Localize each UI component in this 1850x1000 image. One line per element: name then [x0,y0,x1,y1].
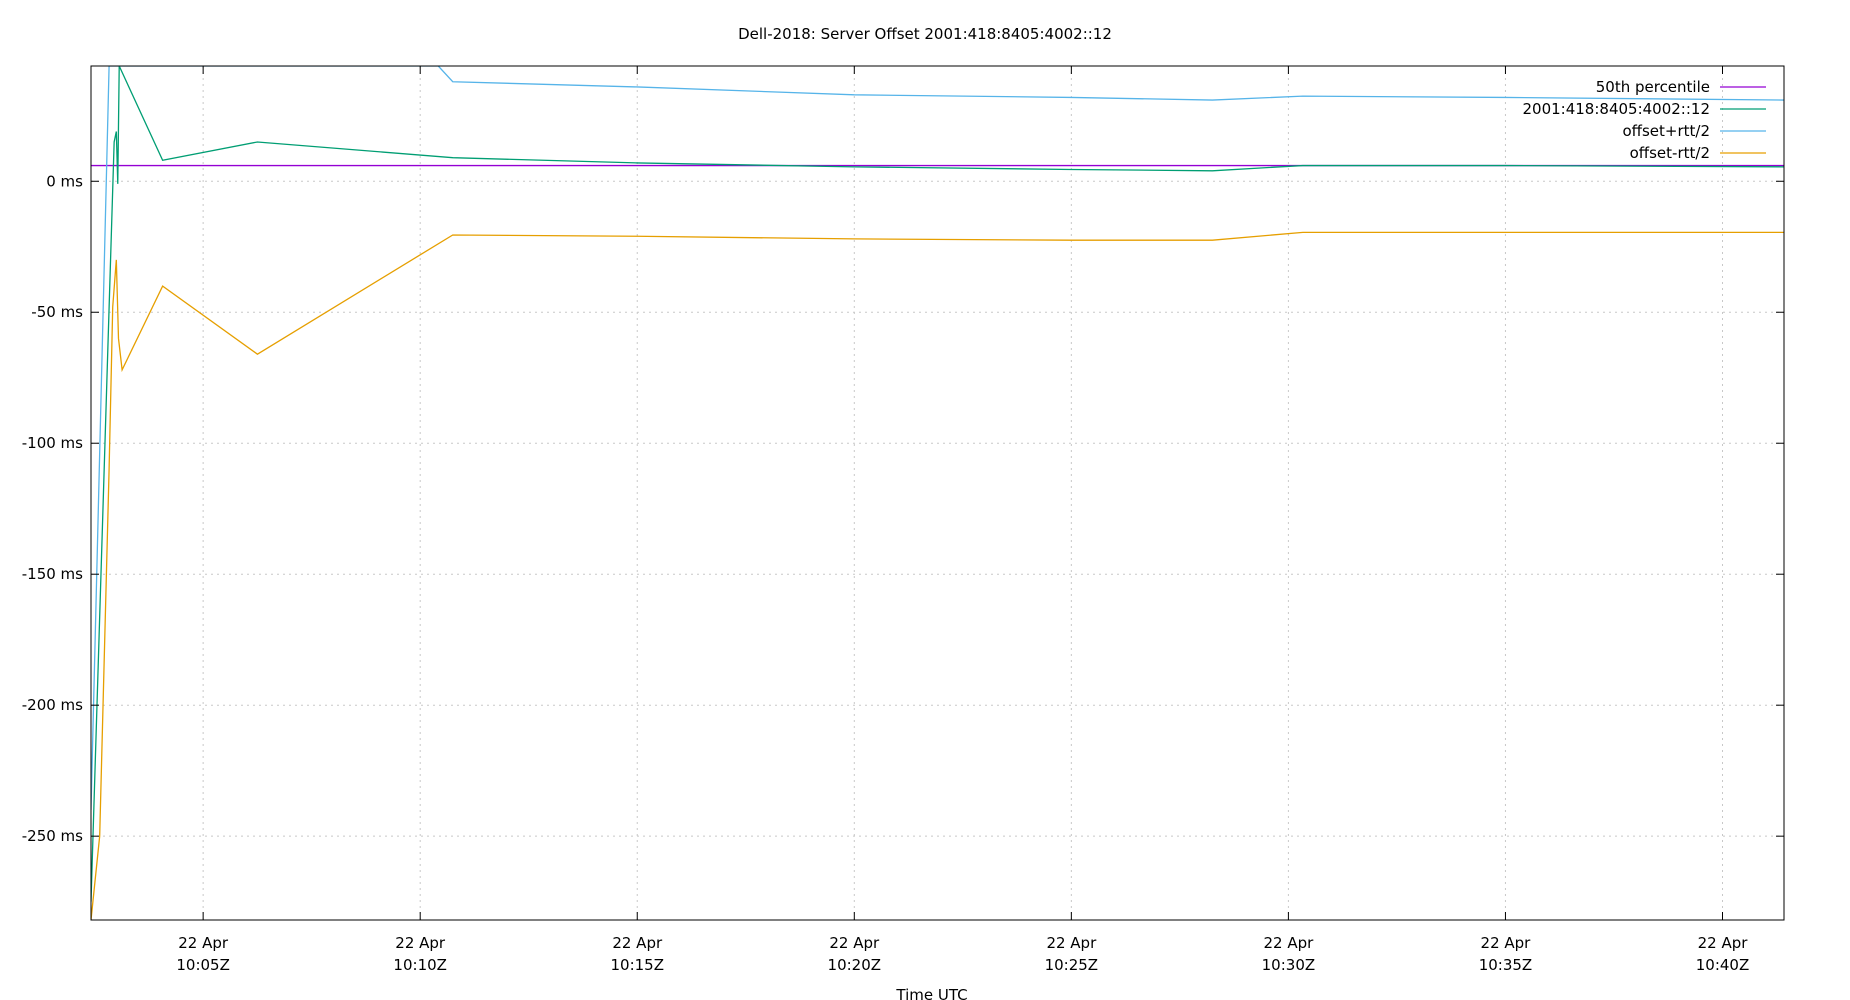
x-tick-label-date: 22 Apr [178,934,229,952]
legend-label: 50th percentile [1596,78,1710,96]
x-tick-label-date: 22 Apr [395,934,446,952]
x-tick-label-date: 22 Apr [1263,934,1314,952]
x-tick-label-time: 10:25Z [1045,956,1099,974]
x-tick-label-date: 22 Apr [1046,934,1097,952]
grid-lines [91,66,1784,920]
series-line-1 [91,66,1784,902]
series-line-3 [91,231,1784,920]
x-tick-label-time: 10:35Z [1479,956,1533,974]
x-tick-label-time: 10:10Z [393,956,447,974]
x-tick-label-date: 22 Apr [1481,934,1532,952]
y-axis-ticks: 0 ms -50 ms -100 ms -150 ms -200 ms -250 ms [22,172,1784,845]
x-axis-label: Time UTC [895,986,967,1000]
x-tick-label-time: 10:40Z [1696,956,1750,974]
legend-label: offset-rtt/2 [1630,144,1710,162]
chart-title: Dell-2018: Server Offset 2001:418:8405:4… [738,25,1112,43]
y-tick-label: -250 ms [22,827,83,845]
x-tick-label-date: 22 Apr [829,934,880,952]
legend-label: 2001:418:8405:4002::12 [1522,100,1710,118]
y-tick-label: 0 ms [46,172,83,190]
x-tick-label-time: 10:05Z [176,956,230,974]
x-tick-label-time: 10:15Z [610,956,664,974]
plot-frame [90,65,1785,921]
y-tick-label: -50 ms [31,303,83,321]
x-axis-ticks: 22 Apr 10:05Z 22 Apr 10:10Z 22 Apr 10:15Z 22 A… [176,66,1749,974]
x-tick-label-date: 22 Apr [612,934,663,952]
series-line-2 [91,66,1784,810]
legend-label: offset+rtt/2 [1622,122,1710,140]
y-tick-label: -100 ms [22,434,83,452]
x-tick-label-time: 10:30Z [1262,956,1316,974]
y-tick-label: -150 ms [22,565,83,583]
x-tick-label-time: 10:20Z [828,956,882,974]
y-tick-label: -200 ms [22,696,83,714]
series-lines [91,66,1784,920]
x-tick-label-date: 22 Apr [1698,934,1749,952]
legend: 50th percentile2001:418:8405:4002::12off… [1522,78,1766,162]
